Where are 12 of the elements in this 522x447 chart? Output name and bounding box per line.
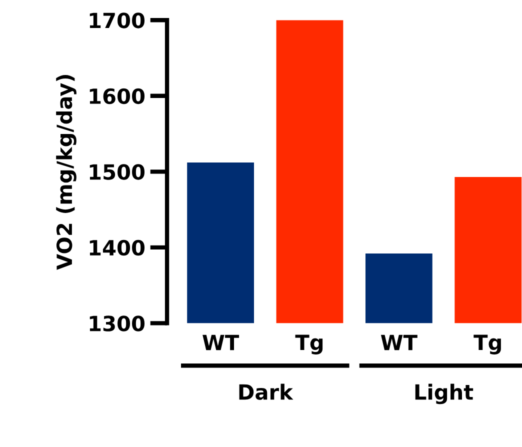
x-tick-label: WT bbox=[202, 334, 240, 350]
y-tick-label: 1500 bbox=[90, 164, 145, 180]
text: Light bbox=[415, 384, 474, 404]
y-tick-label: 1300 bbox=[90, 316, 145, 332]
text: Dark bbox=[239, 384, 294, 400]
y-axis-title: VO2 (mg/kg/day) bbox=[56, 75, 76, 270]
y-tick-label: 1700 bbox=[90, 12, 145, 28]
x-tick-label: WT bbox=[380, 334, 418, 350]
x-tick-label: Tg bbox=[295, 334, 323, 354]
y-tick-label: 1400 bbox=[90, 240, 145, 256]
y-tick-label: 1600 bbox=[90, 88, 145, 104]
x-tick-label: Tg bbox=[474, 334, 501, 354]
